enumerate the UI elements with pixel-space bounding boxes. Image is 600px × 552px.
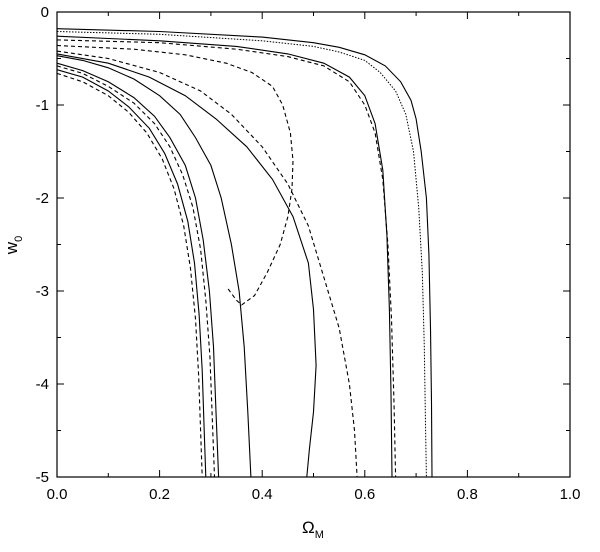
y-tick-label: 0: [41, 4, 49, 21]
x-axis-label-main: Ω: [302, 518, 315, 537]
y-tick-label: -2: [36, 190, 49, 207]
contour-curve-9: [56, 62, 220, 478]
x-axis-label: ΩM: [302, 518, 324, 541]
y-tick-label: -1: [36, 97, 49, 114]
contour-curve-2: [56, 31, 427, 478]
contour-curve-1: [56, 28, 433, 478]
curves: [56, 28, 433, 478]
contour-curve-10: [56, 65, 216, 478]
y-axis-label-sub: 0: [13, 236, 25, 242]
x-tick-label: 0.4: [252, 486, 273, 503]
contour-curve-3: [56, 35, 393, 478]
contour-curve-11: [56, 69, 207, 478]
x-tick-label: 1.0: [560, 486, 581, 503]
contour-curve-4: [56, 39, 397, 478]
contour-curve-12: [56, 72, 203, 478]
tick-labels: 0.0 0.2 0.4 0.6 0.8 1.0 0 -1 -2 -3 -4 -5: [36, 4, 581, 503]
y-axis-label-main: w: [2, 241, 21, 255]
y-tick-label: -4: [36, 376, 49, 393]
y-tick-label: -3: [36, 283, 49, 300]
x-tick-label: 0.0: [47, 486, 68, 503]
contour-curve-8: [56, 55, 252, 478]
x-tick-label: 0.6: [354, 486, 375, 503]
x-tick-label: 0.8: [457, 486, 478, 503]
y-axis-label: w0: [2, 236, 25, 255]
contour-curve-5: [56, 44, 294, 306]
x-tick-label: 0.2: [149, 486, 170, 503]
axis-ticks: [56, 11, 571, 478]
y-tick-label: -5: [36, 469, 49, 486]
x-axis-label-sub: M: [315, 529, 324, 541]
contour-curve-7: [56, 53, 317, 478]
contour-curve-6: [56, 50, 358, 478]
